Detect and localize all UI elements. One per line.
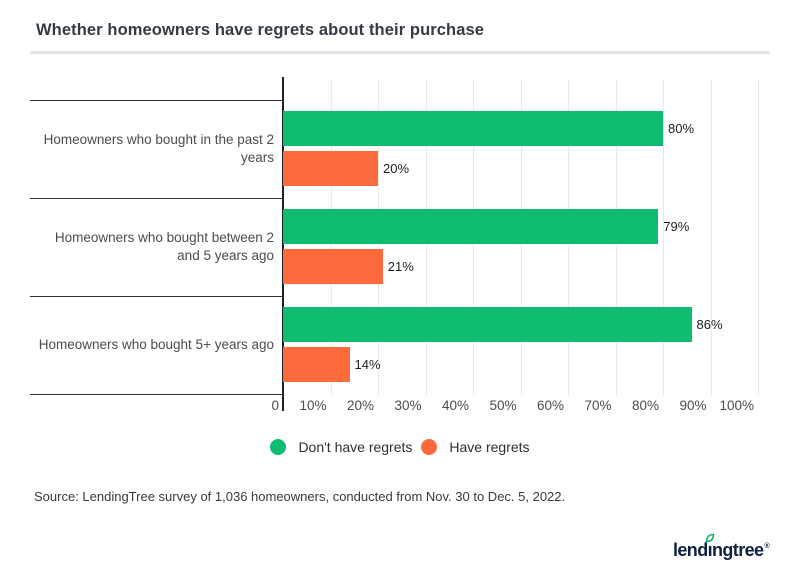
x-tick-label: 80% <box>631 398 659 413</box>
category-label: Homeowners who bought in the past 2 year… <box>43 132 274 165</box>
bar-dont-have-regrets <box>283 307 692 342</box>
legend-label: Don't have regrets <box>298 439 413 455</box>
legend: Don't have regrets Have regrets <box>0 439 800 455</box>
bar-value-label: 20% <box>383 161 410 176</box>
title-divider <box>30 51 770 54</box>
bar-have-regrets <box>283 151 378 186</box>
bar-dont-have-regrets <box>283 111 663 146</box>
legend-dot-dont-have-regrets <box>270 439 287 455</box>
x-tick-label: 70% <box>584 398 612 413</box>
bar-value-label: 21% <box>387 259 414 274</box>
leaf-icon <box>705 533 715 544</box>
x-tick-label: 90% <box>679 398 707 413</box>
x-tick-label: 0 <box>271 398 279 413</box>
x-tick-label: 100% <box>719 398 754 413</box>
legend-item: Have regrets <box>421 439 530 455</box>
logo-text-pre: lend <box>673 540 708 560</box>
row-divider <box>30 198 283 199</box>
bar-value-label: 79% <box>663 219 690 234</box>
logo-text-rest: ngtree <box>712 540 764 560</box>
legend-dot-have-regrets <box>421 439 438 455</box>
logo-trademark: ® <box>764 543 769 550</box>
x-tick-label: 30% <box>394 398 422 413</box>
gridline <box>710 79 712 395</box>
logo-i: ı <box>705 533 715 561</box>
row-divider <box>30 100 283 101</box>
row-divider <box>30 296 283 297</box>
y-axis-line <box>282 77 284 411</box>
x-tick-label: 20% <box>346 398 374 413</box>
legend-label: Have regrets <box>449 439 530 455</box>
category-label: Homeowners who bought 5+ years ago <box>38 337 274 352</box>
x-tick-label: 40% <box>441 398 469 413</box>
gridline <box>758 79 759 395</box>
source-note: Source: LendingTree survey of 1,036 home… <box>34 489 566 504</box>
bar-dont-have-regrets <box>283 209 659 244</box>
row-divider <box>30 394 283 395</box>
bar-have-regrets <box>283 249 383 284</box>
category-label: Homeowners who bought between 2 and 5 ye… <box>54 230 274 263</box>
logo-i-glyph: ı <box>707 540 713 560</box>
bar-have-regrets <box>283 347 350 382</box>
legend-item: Don't have regrets <box>270 439 412 455</box>
bar-value-label: 86% <box>696 317 723 332</box>
bar-value-label: 80% <box>668 121 695 136</box>
bar-value-label: 14% <box>354 357 381 372</box>
x-tick-label: 60% <box>536 398 564 413</box>
gridline <box>663 79 664 395</box>
x-tick-label: 10% <box>299 398 327 413</box>
lendingtree-logo: lend ıngtree® <box>673 533 770 561</box>
x-tick-label: 50% <box>489 398 517 413</box>
chart-title: Whether homeowners have regrets about th… <box>36 21 485 39</box>
